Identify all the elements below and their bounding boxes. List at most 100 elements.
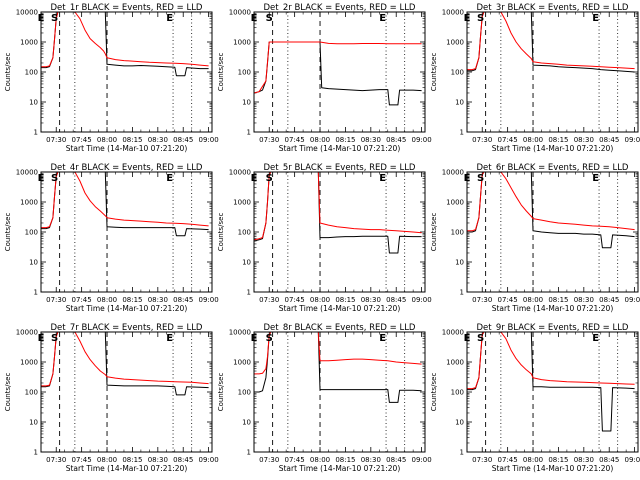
marker-s: S: [477, 13, 484, 24]
series-line-events: [253, 41, 422, 106]
x-tick-label: 08:45: [173, 296, 193, 304]
series-line-lld: [253, 171, 422, 241]
marker-e-end: E: [592, 13, 599, 24]
x-axis-label: Start Time (14-Mar-10 07:21:20): [279, 144, 401, 153]
y-tick-label: 10: [29, 99, 38, 107]
series-line-lld: [254, 331, 422, 375]
plot-frame: [40, 331, 213, 453]
panel-title: Det_2r BLACK = Events, RED = LLD: [264, 3, 416, 13]
panel-title: Det_9r BLACK = Events, RED = LLD: [477, 323, 629, 333]
x-tick-label: 09:00: [412, 456, 432, 464]
y-tick-label: 100: [25, 229, 38, 237]
panel-title: Det_8r BLACK = Events, RED = LLD: [264, 323, 416, 333]
y-tick-label: 1000: [446, 359, 464, 367]
marker-s: S: [477, 173, 484, 184]
panel-7: Det_7r BLACK = Events, RED = LLD Counts/s…: [4, 323, 219, 473]
panel-3: Det_3r BLACK = Events, RED = LLD Counts/s…: [430, 3, 640, 153]
y-tick-label: 10000: [16, 169, 38, 177]
x-tick-label: 08:15: [335, 136, 355, 144]
y-tick-label: 1000: [233, 199, 251, 207]
series-line-lld: [467, 11, 635, 71]
series-line-events: [41, 331, 209, 396]
y-tick-label: 10: [455, 419, 464, 427]
marker-s: S: [51, 13, 58, 24]
y-axis-label: Counts/sec: [430, 213, 438, 252]
y-axis-label: Counts/sec: [4, 213, 12, 252]
y-tick-label: 100: [238, 229, 251, 237]
panel-title: Det_4r BLACK = Events, RED = LLD: [51, 163, 203, 173]
x-tick-label: 08:00: [97, 296, 117, 304]
y-tick-label: 10: [242, 259, 251, 267]
x-tick-label: 08:15: [548, 136, 568, 144]
x-axis-label: Start Time (14-Mar-10 07:21:20): [66, 144, 188, 153]
x-tick-label: 07:45: [285, 136, 305, 144]
x-tick-label: 08:30: [148, 456, 168, 464]
y-tick-label: 100: [238, 389, 251, 397]
y-tick-label: 10: [242, 419, 251, 427]
x-axis-label: Start Time (14-Mar-10 07:21:20): [492, 144, 614, 153]
x-tick-label: 08:30: [361, 136, 381, 144]
y-tick-label: 10: [455, 99, 464, 107]
panel-6: Det_6r BLACK = Events, RED = LLD Counts/s…: [430, 163, 640, 313]
y-axis-label: Counts/sec: [217, 213, 225, 252]
plot-frame: [466, 171, 639, 293]
x-axis-label: Start Time (14-Mar-10 07:21:20): [492, 304, 614, 313]
panel-9: Det_9r BLACK = Events, RED = LLD Counts/s…: [430, 323, 640, 473]
marker-e-end: E: [592, 173, 599, 184]
x-tick-label: 08:30: [574, 136, 594, 144]
plot-frame: [40, 171, 213, 293]
x-tick-label: 08:30: [361, 296, 381, 304]
x-tick-label: 07:30: [259, 296, 279, 304]
marker-e-end: E: [592, 333, 599, 344]
y-tick-label: 10000: [442, 9, 464, 17]
x-tick-label: 07:45: [72, 456, 92, 464]
x-tick-label: 08:15: [335, 456, 355, 464]
x-tick-label: 07:30: [472, 296, 492, 304]
x-tick-label: 09:00: [412, 296, 432, 304]
y-tick-label: 100: [451, 69, 464, 77]
series-line-events: [254, 331, 422, 403]
x-axis-label: Start Time (14-Mar-10 07:21:20): [66, 304, 188, 313]
y-tick-label: 10: [455, 259, 464, 267]
series-line-events: [41, 11, 209, 77]
y-tick-label: 100: [25, 389, 38, 397]
x-tick-label: 08:30: [148, 296, 168, 304]
x-axis-label: Start Time (14-Mar-10 07:21:20): [279, 464, 401, 473]
y-tick-label: 10: [29, 259, 38, 267]
x-tick-label: 09:00: [412, 136, 432, 144]
x-tick-label: 08:15: [335, 296, 355, 304]
series-line-events: [253, 171, 422, 254]
x-tick-label: 07:30: [46, 456, 66, 464]
series-line-lld: [41, 331, 209, 387]
y-tick-label: 10000: [16, 329, 38, 337]
y-tick-label: 1000: [233, 39, 251, 47]
plot-frame: [253, 171, 426, 293]
y-axis-label: Counts/sec: [4, 53, 12, 92]
marker-e-end: E: [379, 173, 386, 184]
x-axis-label: Start Time (14-Mar-10 07:21:20): [66, 464, 188, 473]
x-axis-label: Start Time (14-Mar-10 07:21:20): [279, 304, 401, 313]
y-tick-label: 10000: [442, 329, 464, 337]
x-tick-label: 07:45: [72, 296, 92, 304]
marker-s: S: [477, 333, 484, 344]
marker-s: S: [51, 333, 58, 344]
x-tick-label: 09:00: [625, 296, 640, 304]
plot-frame: [466, 11, 639, 133]
x-tick-label: 07:30: [46, 136, 66, 144]
x-tick-label: 08:15: [548, 456, 568, 464]
panel-1: Det_1r BLACK = Events, RED = LLD Counts/s…: [4, 3, 219, 153]
panel-title: Det_1r BLACK = Events, RED = LLD: [51, 3, 203, 13]
x-tick-label: 07:30: [259, 456, 279, 464]
x-tick-label: 07:45: [498, 136, 518, 144]
plot-frame: [253, 11, 426, 133]
y-tick-label: 1000: [446, 39, 464, 47]
x-tick-label: 08:00: [97, 456, 117, 464]
x-tick-label: 08:00: [523, 296, 543, 304]
x-tick-label: 08:00: [97, 136, 117, 144]
plot-frame: [40, 11, 213, 133]
panel-title: Det_5r BLACK = Events, RED = LLD: [264, 163, 416, 173]
y-tick-label: 1000: [20, 199, 38, 207]
y-tick-label: 10: [29, 419, 38, 427]
y-axis-label: Counts/sec: [4, 373, 12, 412]
marker-e-end: E: [379, 333, 386, 344]
